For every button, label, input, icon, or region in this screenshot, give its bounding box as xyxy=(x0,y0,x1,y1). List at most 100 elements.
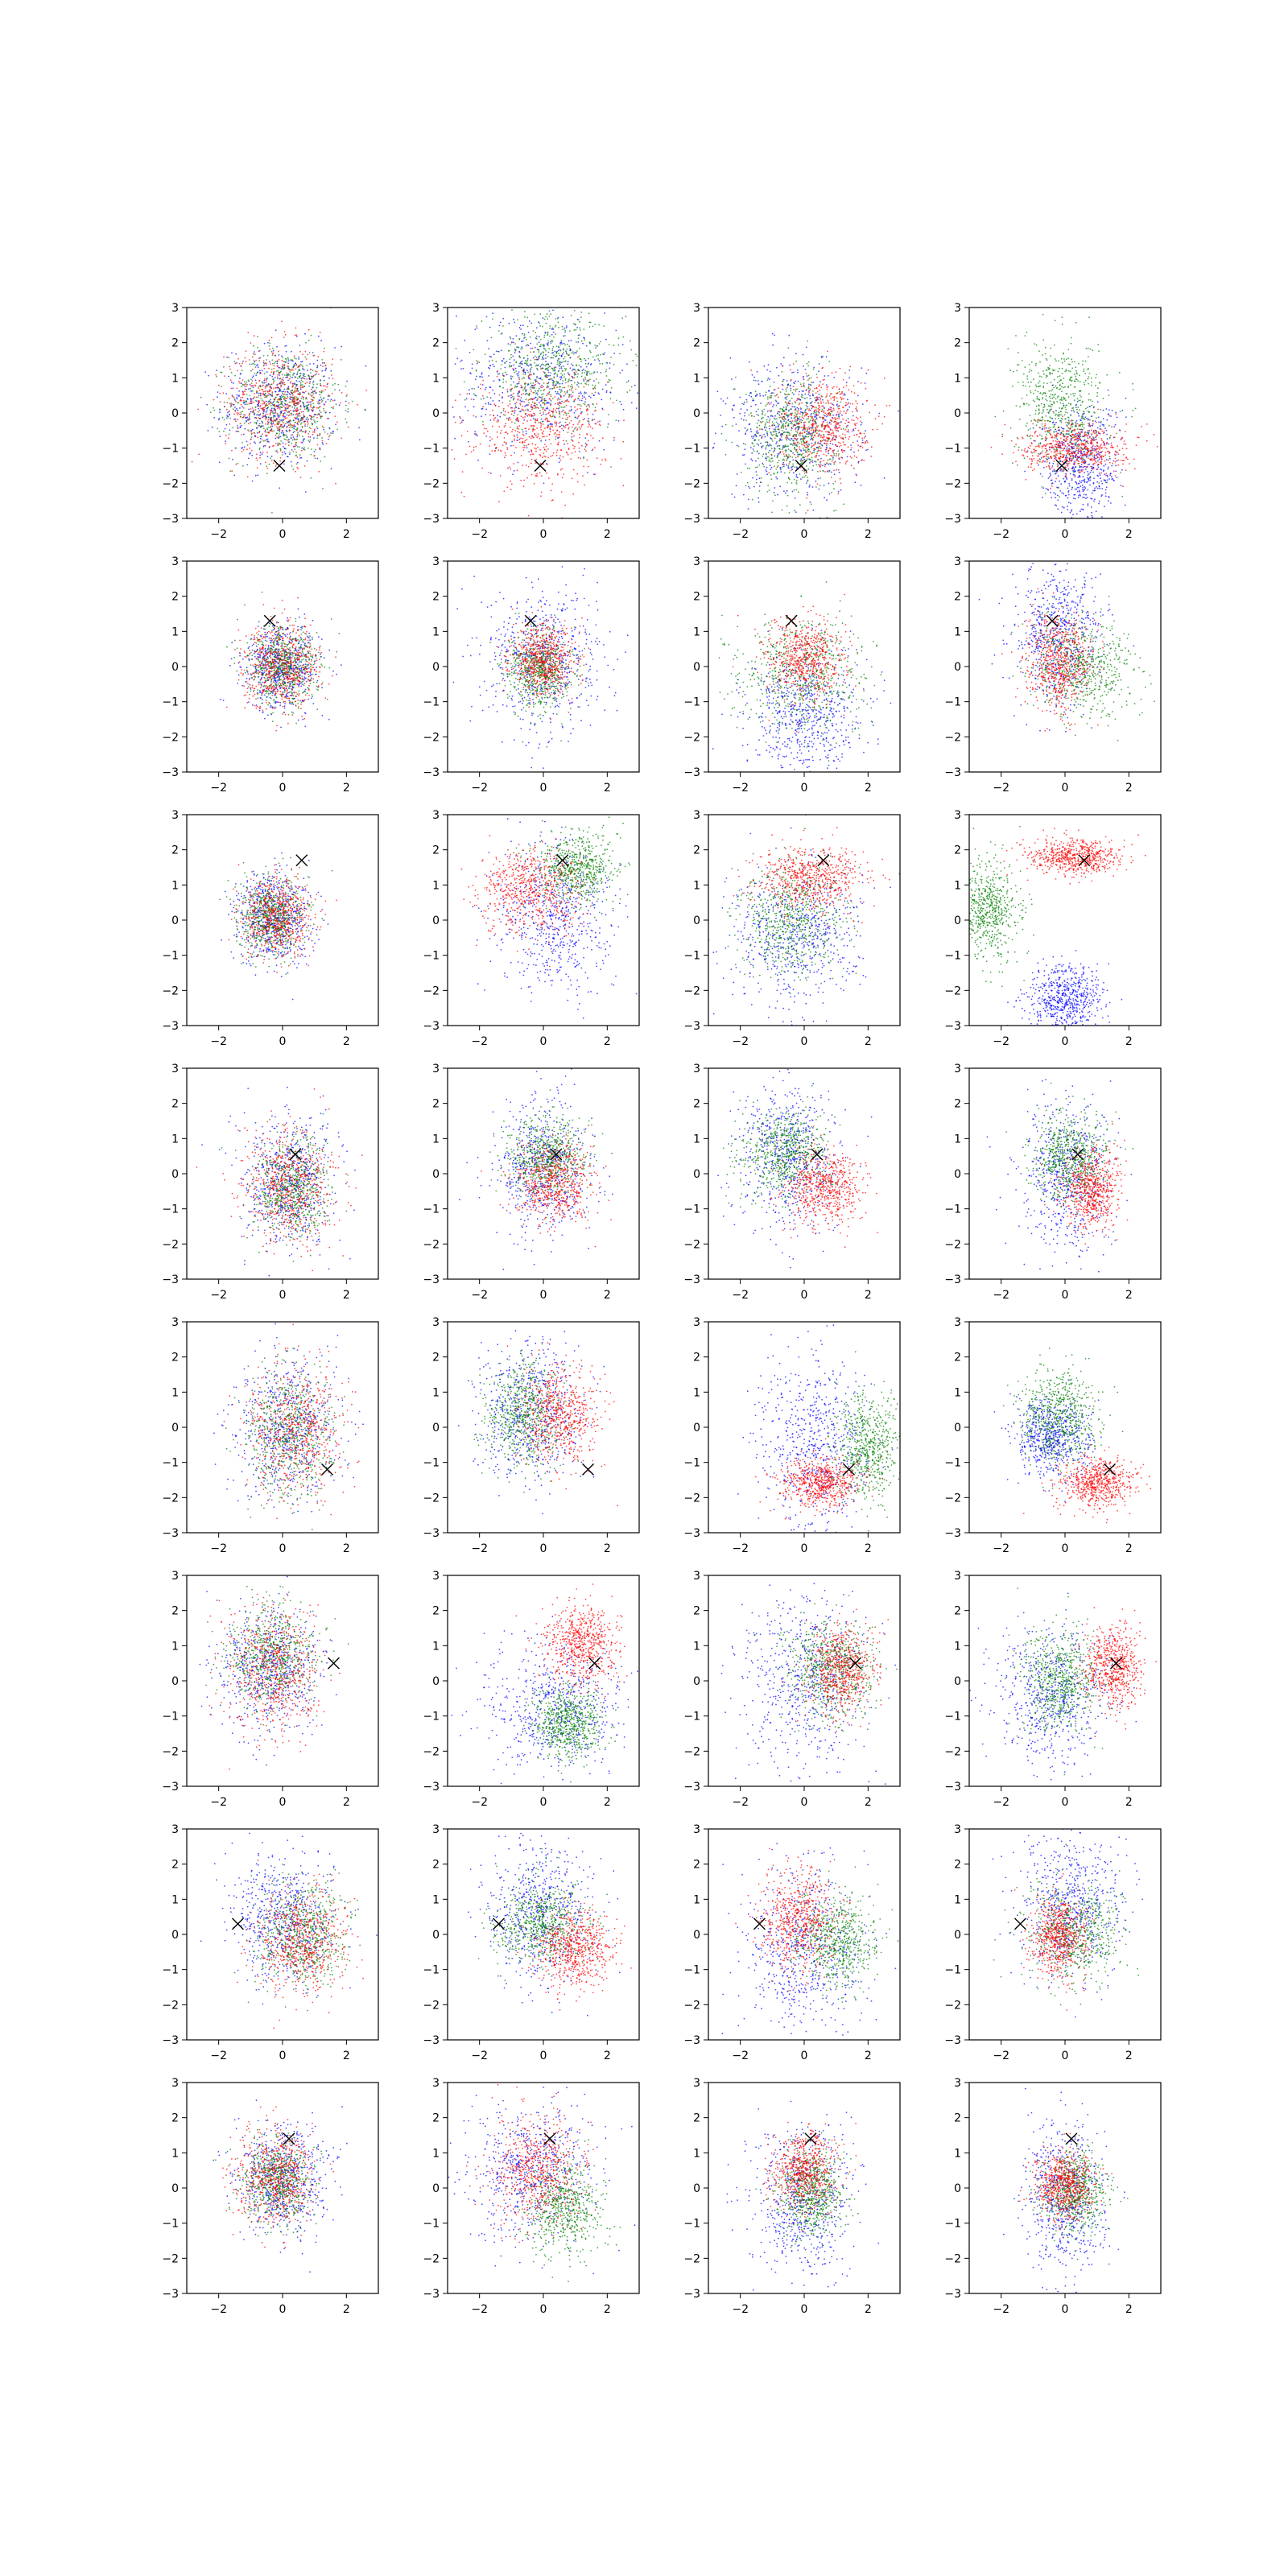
green-point xyxy=(541,396,543,398)
green-point xyxy=(763,408,766,411)
red-point xyxy=(278,427,280,428)
red-point xyxy=(497,369,498,372)
green-point xyxy=(304,375,306,378)
red-point xyxy=(852,385,855,387)
green-point xyxy=(811,456,813,458)
green-point xyxy=(254,373,256,374)
green-point xyxy=(500,333,502,335)
red-point xyxy=(568,427,570,430)
red-point xyxy=(816,452,818,455)
blue-point xyxy=(570,394,572,396)
green-point xyxy=(283,435,284,436)
green-point xyxy=(574,369,576,371)
red-point xyxy=(558,423,560,424)
red-point xyxy=(562,417,564,419)
green-point xyxy=(807,436,810,438)
blue-point xyxy=(617,419,620,422)
red-point xyxy=(469,445,471,448)
blue-point xyxy=(581,397,584,399)
red-point xyxy=(324,365,327,366)
green-point xyxy=(492,318,493,320)
green-point xyxy=(513,415,514,417)
green-point xyxy=(288,429,291,431)
green-point xyxy=(228,457,230,460)
green-point xyxy=(593,386,596,389)
red-point xyxy=(522,464,524,467)
blue-point xyxy=(538,336,540,338)
blue-point xyxy=(508,322,510,324)
green-point xyxy=(795,421,797,423)
blue-point xyxy=(564,327,566,329)
green-point xyxy=(282,374,283,376)
green-point xyxy=(795,413,797,415)
red-point xyxy=(819,445,820,448)
green-point xyxy=(321,415,323,418)
red-point xyxy=(832,410,833,412)
red-point xyxy=(319,390,320,393)
green-point xyxy=(605,369,608,371)
blue-point xyxy=(796,477,799,478)
blue-point xyxy=(517,373,519,375)
green-point xyxy=(498,350,500,353)
red-point xyxy=(322,390,324,392)
red-point xyxy=(567,381,569,383)
blue-point xyxy=(236,362,237,364)
blue-point xyxy=(543,358,545,360)
red-point xyxy=(273,444,275,447)
blue-point xyxy=(532,418,535,419)
blue-point xyxy=(325,368,327,370)
green-point xyxy=(550,372,551,374)
green-point xyxy=(515,386,518,388)
blue-point xyxy=(225,393,228,395)
red-point xyxy=(832,432,834,435)
blue-point xyxy=(775,426,777,428)
blue-point xyxy=(236,397,237,398)
blue-point xyxy=(246,420,248,423)
blue-point xyxy=(583,368,584,370)
green-point xyxy=(305,398,307,400)
blue-point xyxy=(774,428,776,431)
red-point xyxy=(596,457,598,460)
red-point xyxy=(453,458,456,460)
green-point xyxy=(629,390,631,391)
red-point xyxy=(568,427,570,428)
red-point xyxy=(506,432,509,435)
red-point xyxy=(522,447,524,448)
green-point xyxy=(270,426,272,428)
green-point xyxy=(213,409,216,411)
green-point xyxy=(622,336,625,338)
green-point xyxy=(542,367,544,369)
green-point xyxy=(564,356,566,357)
green-point xyxy=(539,345,541,348)
green-point xyxy=(547,386,549,388)
red-point xyxy=(246,448,248,451)
red-point xyxy=(286,427,288,429)
green-point xyxy=(806,397,808,398)
red-point xyxy=(279,456,282,459)
red-point xyxy=(568,400,570,402)
red-point xyxy=(277,398,279,401)
blue-point xyxy=(283,415,284,418)
green-point xyxy=(781,425,782,427)
blue-point xyxy=(782,465,785,468)
red-point xyxy=(584,484,585,486)
red-point xyxy=(576,429,578,431)
green-point xyxy=(777,464,779,467)
green-point xyxy=(777,471,778,473)
blue-point xyxy=(762,462,764,464)
red-point xyxy=(559,469,562,471)
blue-point xyxy=(814,460,815,462)
red-point xyxy=(537,436,539,437)
blue-point xyxy=(799,390,800,393)
green-point xyxy=(765,422,767,424)
blue-point xyxy=(731,408,733,410)
red-point xyxy=(543,403,546,406)
blue-point xyxy=(520,361,522,363)
red-point xyxy=(526,420,528,422)
green-point xyxy=(781,408,783,411)
red-point xyxy=(242,390,244,393)
green-point xyxy=(777,461,778,464)
green-point xyxy=(295,396,298,398)
red-point xyxy=(540,495,542,497)
blue-point xyxy=(514,367,517,369)
